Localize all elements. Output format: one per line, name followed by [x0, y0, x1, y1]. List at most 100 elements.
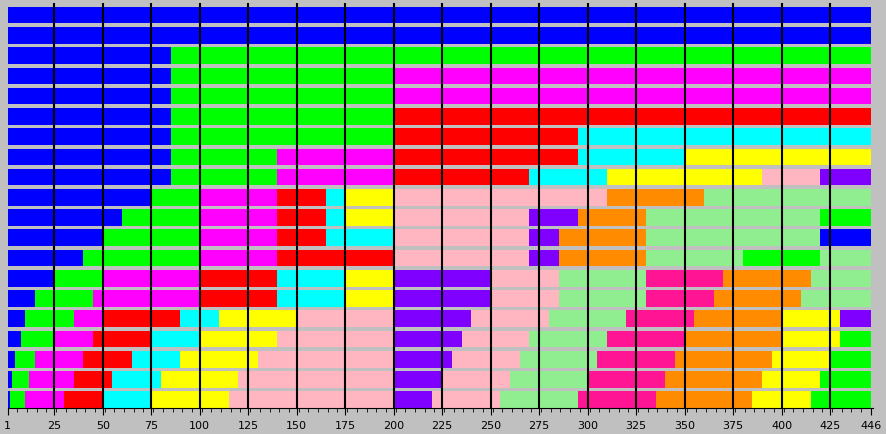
Bar [277, 290, 346, 307]
Bar [199, 250, 277, 267]
Bar [74, 311, 103, 327]
Bar [199, 230, 277, 247]
Bar [675, 351, 772, 368]
Bar [393, 210, 530, 226]
Bar [8, 331, 21, 348]
Bar [393, 351, 452, 368]
Bar [704, 169, 762, 186]
Bar [258, 351, 393, 368]
Bar [548, 311, 626, 327]
Bar [840, 331, 871, 348]
Bar [558, 290, 646, 307]
Bar [171, 89, 393, 105]
Bar [393, 109, 578, 125]
Bar [801, 290, 871, 307]
Bar [35, 290, 93, 307]
Bar [393, 290, 491, 307]
Bar [393, 190, 530, 206]
Bar [10, 391, 25, 408]
Bar [219, 311, 297, 327]
Bar [393, 129, 578, 145]
Bar [393, 311, 471, 327]
Bar [8, 190, 152, 206]
Bar [8, 109, 171, 125]
Bar [578, 129, 607, 145]
Bar [558, 230, 646, 247]
Bar [346, 290, 393, 307]
Bar [8, 69, 171, 85]
Bar [199, 290, 277, 307]
Bar [762, 372, 820, 388]
Bar [626, 311, 695, 327]
Bar [64, 391, 103, 408]
Bar [8, 290, 35, 307]
Bar [21, 331, 54, 348]
Bar [346, 210, 393, 226]
Bar [103, 311, 180, 327]
Bar [781, 311, 840, 327]
Bar [8, 391, 10, 408]
Bar [452, 351, 520, 368]
Bar [93, 290, 199, 307]
Bar [171, 149, 277, 166]
Bar [393, 169, 530, 186]
Bar [646, 290, 714, 307]
Bar [29, 372, 74, 388]
Bar [781, 331, 840, 348]
Bar [695, 311, 781, 327]
Bar [8, 351, 15, 368]
Bar [8, 372, 12, 388]
Bar [229, 391, 393, 408]
Bar [122, 210, 199, 226]
Bar [442, 372, 510, 388]
Bar [393, 391, 432, 408]
Bar [180, 311, 219, 327]
Bar [393, 89, 871, 105]
Bar [171, 48, 871, 65]
Bar [277, 250, 393, 267]
Bar [277, 190, 326, 206]
Bar [171, 169, 277, 186]
Bar [297, 311, 393, 327]
Bar [8, 210, 122, 226]
Bar [607, 331, 685, 348]
Bar [811, 391, 871, 408]
Bar [161, 372, 238, 388]
Bar [393, 250, 530, 267]
Bar [199, 210, 277, 226]
Bar [665, 372, 762, 388]
Bar [199, 270, 277, 287]
Bar [656, 391, 752, 408]
Bar [597, 351, 675, 368]
Bar [180, 351, 258, 368]
Bar [704, 190, 801, 206]
Bar [277, 149, 393, 166]
Bar [471, 311, 548, 327]
Bar [83, 351, 132, 368]
Bar [12, 372, 29, 388]
Bar [714, 290, 801, 307]
Bar [277, 331, 393, 348]
Bar [510, 372, 587, 388]
Bar [762, 149, 871, 166]
Bar [530, 190, 607, 206]
Bar [346, 190, 393, 206]
Bar [607, 190, 704, 206]
Bar [199, 190, 277, 206]
Bar [326, 190, 346, 206]
Bar [277, 210, 326, 226]
Bar [607, 149, 685, 166]
Bar [530, 169, 607, 186]
Bar [326, 210, 346, 226]
Bar [723, 270, 811, 287]
Bar [772, 351, 830, 368]
Bar [820, 250, 871, 267]
Bar [646, 270, 723, 287]
Bar [491, 270, 558, 287]
Bar [820, 210, 871, 226]
Bar [530, 210, 578, 226]
Bar [587, 372, 665, 388]
Bar [54, 331, 93, 348]
Bar [171, 109, 393, 125]
Bar [558, 250, 646, 267]
